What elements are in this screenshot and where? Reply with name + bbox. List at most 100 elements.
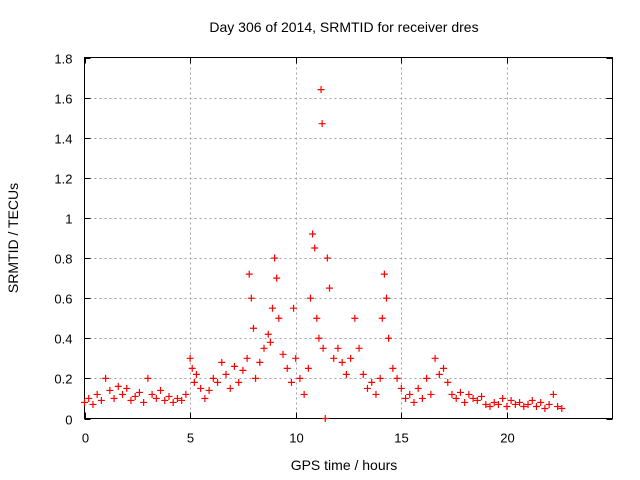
data-point (222, 370, 230, 378)
data-point (456, 388, 464, 396)
data-point (380, 270, 388, 278)
y-tick-label: 1.6 (54, 92, 72, 107)
data-point (165, 392, 173, 400)
data-point (368, 378, 376, 386)
data-point (469, 394, 477, 402)
data-point (188, 364, 196, 372)
data-point (119, 390, 127, 398)
data-point (385, 334, 393, 342)
data-point (89, 400, 97, 408)
data-point (279, 350, 287, 358)
data-point (532, 402, 540, 410)
data-point (205, 386, 213, 394)
data-point (359, 370, 367, 378)
data-point (230, 362, 238, 370)
plot-frame (84, 57, 613, 419)
data-point (273, 274, 281, 282)
data-point (423, 374, 431, 382)
data-point (290, 304, 298, 312)
data-point (378, 314, 386, 322)
data-point (97, 396, 105, 404)
data-point (524, 400, 532, 408)
data-point (243, 354, 251, 362)
data-point (252, 374, 260, 382)
data-point (173, 394, 181, 402)
y-tick-label: 0.4 (54, 332, 72, 347)
y-tick-label: 1.8 (54, 52, 72, 67)
data-point (300, 390, 308, 398)
data-point (268, 304, 276, 312)
data-point (292, 354, 300, 362)
data-point (330, 354, 338, 362)
data-point (558, 404, 566, 412)
y-tick-label: 0 (65, 413, 72, 428)
y-tick-label: 1.2 (54, 172, 72, 187)
data-point (393, 374, 401, 382)
data-point (516, 398, 524, 406)
data-point (383, 294, 391, 302)
data-point (473, 396, 481, 404)
data-point (102, 374, 110, 382)
data-point (315, 334, 323, 342)
data-point (334, 344, 342, 352)
data-point (355, 344, 363, 352)
x-tick-label: 15 (394, 431, 408, 446)
y-tick-label: 0.6 (54, 292, 72, 307)
data-point (245, 270, 253, 278)
data-point (414, 384, 422, 392)
data-point (123, 384, 131, 392)
data-point (503, 402, 511, 410)
data-point (275, 314, 283, 322)
data-point (201, 394, 209, 402)
axis-ticks (84, 57, 613, 420)
data-point (402, 394, 410, 402)
data-point (351, 314, 359, 322)
data-point (376, 374, 384, 382)
data-point (114, 382, 122, 390)
data-points (81, 86, 566, 422)
data-point (161, 396, 169, 404)
y-tick-label: 1 (65, 212, 72, 227)
data-point (152, 394, 160, 402)
data-point (528, 396, 536, 404)
data-point (338, 358, 346, 366)
data-point (389, 364, 397, 372)
grid (84, 57, 613, 419)
data-point (321, 415, 329, 422)
data-point (260, 344, 268, 352)
y-tick-label: 0.8 (54, 252, 72, 267)
data-point (93, 390, 101, 398)
data-point (549, 390, 557, 398)
data-point (266, 338, 274, 346)
x-tick-label: 20 (500, 431, 514, 446)
data-point (85, 394, 93, 402)
data-point (239, 366, 247, 374)
data-point (144, 374, 152, 382)
data-point (178, 396, 186, 404)
data-point (186, 354, 194, 362)
data-point (507, 396, 515, 404)
x-tick-label: 5 (187, 431, 194, 446)
data-point (461, 398, 469, 406)
data-point (478, 392, 486, 400)
data-point (435, 370, 443, 378)
data-point (197, 384, 205, 392)
data-point (311, 244, 319, 252)
data-point (249, 324, 257, 332)
data-point (127, 396, 135, 404)
data-point (209, 374, 217, 382)
data-point (511, 400, 519, 408)
y-axis-label: SRMTID / TECUs (5, 183, 21, 293)
data-point (418, 394, 426, 402)
data-point (444, 378, 452, 386)
data-point (157, 386, 165, 394)
y-tick-label: 1.4 (54, 132, 72, 147)
data-point (490, 398, 498, 406)
data-point (309, 230, 317, 238)
data-point (182, 390, 190, 398)
data-point (256, 358, 264, 366)
data-point (323, 254, 331, 262)
data-point (410, 398, 418, 406)
data-point (131, 392, 139, 400)
